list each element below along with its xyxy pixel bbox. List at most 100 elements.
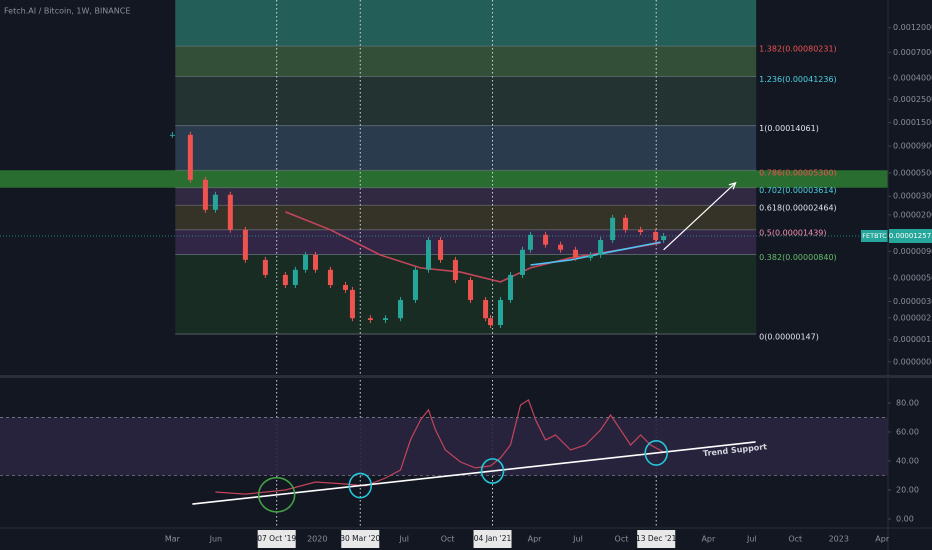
fib-level-label: 0.618(0.00002464) [759, 204, 837, 213]
candle [187, 134, 193, 180]
x-tick-label: Apr [528, 535, 543, 544]
candle [610, 217, 616, 241]
candle [282, 274, 288, 286]
y-tick-label: 0.00015000 [893, 118, 932, 127]
fib-band [175, 0, 757, 47]
fib-band [175, 46, 757, 77]
candle [527, 234, 533, 250]
touch-circle [480, 458, 505, 484]
candle [202, 179, 208, 210]
x-tick-label: Mar [165, 535, 181, 544]
fib-band [0, 170, 888, 188]
y-tick-label: 0.00040000 [893, 73, 932, 82]
fib-level-label: 0.382(0.00000840) [759, 253, 837, 262]
rsi-tick-label: 20.00 [896, 485, 919, 494]
candle [342, 285, 348, 290]
x-tick-label: Jun [209, 535, 223, 544]
y-tick-label: 0.00009000 [893, 142, 932, 151]
x-tick-label: Oct [441, 535, 455, 544]
candle [488, 318, 494, 326]
candle [327, 269, 333, 286]
fib-band [175, 254, 757, 335]
candle [483, 299, 489, 319]
date-badge [637, 530, 676, 548]
symbol-title: Fetch.AI / Bitcoin, 1W, BINANCE [4, 7, 130, 16]
candle [227, 194, 233, 230]
candle [367, 318, 373, 320]
fib-level-label: 0.5(0.00001439) [759, 228, 826, 237]
symbol-badge [861, 229, 888, 242]
candle [588, 254, 594, 258]
candle [169, 134, 175, 136]
x-tick-label: Apr [875, 535, 890, 544]
fib-band [175, 187, 757, 206]
candle [212, 194, 218, 210]
y-tick-label: 0.00002000 [893, 210, 932, 219]
date-badge-label: 30 Mar '20 [340, 534, 380, 543]
moving-average [285, 211, 661, 283]
fib-band [175, 229, 757, 255]
y-tick-label: 0.00025000 [893, 95, 932, 104]
moving-average [530, 241, 661, 266]
fib-level-label: 0.702(0.00003614) [759, 186, 837, 195]
y-tick-label: 0.00000300 [893, 297, 932, 306]
candle [425, 240, 431, 270]
candle [412, 269, 418, 300]
rsi-tick-label: 80.00 [896, 398, 919, 407]
rsi-tick-label: 40.00 [896, 456, 919, 465]
y-tick-label: 0.00005000 [893, 168, 932, 177]
x-tick-label: Jul [572, 535, 583, 544]
candle [398, 299, 404, 319]
y-tick-label: 0.00003000 [893, 192, 932, 201]
candle [313, 254, 319, 270]
candle [661, 235, 667, 241]
date-badge-label: 04 Jan '21 [474, 534, 512, 543]
fib-band [175, 205, 757, 230]
date-badge [257, 530, 296, 548]
fib-level-label: 1.236(0.00041236) [759, 75, 837, 84]
candle [558, 244, 564, 250]
fib-band [175, 76, 757, 126]
fib-level-label: 1.382(0.00080231) [759, 45, 837, 54]
candle [598, 240, 604, 255]
date-badge [473, 530, 512, 548]
candle [468, 279, 474, 300]
candle [623, 217, 629, 230]
rsi-tick-label: 0.00 [896, 515, 914, 524]
touch-circle [644, 440, 669, 466]
rsi-pane: Trend Support [0, 398, 888, 513]
candle [262, 259, 268, 275]
x-tick-label: Jul [746, 535, 757, 544]
y-tick-label: 0.00000500 [893, 274, 932, 283]
price-badge [889, 228, 932, 243]
x-tick-label: Apr [701, 535, 716, 544]
date-badge-label: 13 Dec '21 [636, 534, 677, 543]
x-tick-label: Oct [788, 535, 802, 544]
y-tick-label: 0.00000130 [893, 335, 932, 344]
candle [382, 318, 388, 320]
price-pane: 0(0.00000147) 0.382(0.00000840) 0.5(0.0000… [0, 0, 888, 528]
y-tick-label: 0.00070000 [893, 48, 932, 57]
projection-arrow [663, 182, 737, 251]
price-badge-label: 0.00001257 [889, 232, 931, 240]
candle [303, 254, 309, 270]
fib-level-label: 0.786(0.00005300) [759, 169, 837, 178]
date-badge [341, 530, 380, 548]
x-tick-label: Jul [398, 535, 409, 544]
projection-arrow-head [728, 181, 737, 190]
y-tick-label: 0.00000900 [893, 247, 932, 256]
candle [292, 269, 298, 286]
candle [638, 229, 644, 233]
candle [497, 299, 503, 326]
candle [507, 274, 513, 300]
candle [653, 232, 659, 241]
trend-support-line [192, 441, 756, 505]
x-tick-label: Oct [615, 535, 629, 544]
x-tick-label: 2020 [307, 535, 327, 544]
candle [573, 249, 579, 258]
x-tick-label: 2023 [829, 535, 849, 544]
rsi-tick-label: 60.00 [896, 427, 919, 436]
touch-circle [348, 472, 373, 499]
